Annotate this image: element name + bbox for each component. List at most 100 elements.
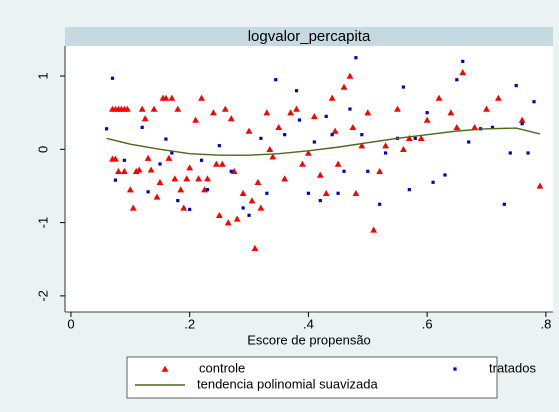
triangle-point bbox=[536, 182, 544, 189]
triangle-point bbox=[364, 109, 372, 116]
square-point bbox=[455, 78, 459, 82]
square-point bbox=[122, 158, 126, 162]
y-tick-label: -2 bbox=[35, 290, 50, 302]
square-point bbox=[490, 125, 495, 129]
triangle-point bbox=[518, 116, 526, 123]
square-point bbox=[104, 127, 109, 131]
triangle-point bbox=[251, 244, 259, 251]
triangle-point bbox=[459, 68, 467, 76]
square-point bbox=[164, 137, 168, 141]
triangle-point bbox=[135, 166, 143, 173]
triangle-point bbox=[224, 219, 232, 226]
trend-line bbox=[106, 127, 541, 156]
triangle-point bbox=[212, 160, 220, 167]
x-axis-label: Escore de propensão bbox=[247, 332, 371, 347]
triangle-point bbox=[328, 94, 336, 101]
triangle-point bbox=[275, 123, 283, 131]
triangle-point bbox=[198, 94, 205, 101]
square-point bbox=[520, 122, 524, 126]
triangle-point bbox=[177, 186, 185, 193]
triangle-point bbox=[447, 109, 455, 116]
triangle-point bbox=[221, 105, 229, 112]
legend-label: controle bbox=[199, 360, 245, 375]
square-point bbox=[431, 180, 435, 184]
triangle-point bbox=[123, 105, 131, 112]
square-point bbox=[158, 162, 162, 166]
triangle-point bbox=[423, 116, 431, 123]
triangle-point bbox=[245, 127, 253, 134]
triangle-point bbox=[156, 178, 164, 186]
triangle-point bbox=[183, 175, 191, 182]
triangle-point bbox=[453, 123, 461, 131]
square-point bbox=[217, 144, 221, 148]
square-point bbox=[274, 78, 278, 82]
x-tick-label: 0 bbox=[67, 316, 74, 331]
triangle-point bbox=[218, 160, 226, 167]
square-point bbox=[306, 191, 311, 195]
square-point bbox=[170, 151, 174, 155]
square-point bbox=[294, 89, 299, 93]
square-point bbox=[259, 136, 263, 140]
x-tick-label: .6 bbox=[422, 316, 433, 331]
triangle-point bbox=[162, 94, 170, 101]
triangle-point bbox=[195, 175, 202, 182]
square-point bbox=[199, 158, 204, 162]
square-point bbox=[532, 100, 536, 104]
legend-label: tratados bbox=[489, 360, 536, 375]
square-point bbox=[366, 169, 370, 173]
triangle-point bbox=[394, 105, 401, 112]
triangle-point bbox=[248, 197, 256, 204]
triangle-point bbox=[129, 204, 137, 211]
y-tick-label: 0 bbox=[35, 146, 50, 153]
square-point bbox=[229, 169, 233, 173]
x-tick-label: .4 bbox=[303, 316, 314, 331]
square-point bbox=[241, 206, 245, 210]
x-tick-label: .2 bbox=[184, 316, 195, 331]
triangle-point bbox=[171, 175, 179, 182]
triangle-point bbox=[112, 155, 119, 162]
triangle-point bbox=[382, 142, 389, 149]
square-point bbox=[514, 83, 518, 88]
square-point bbox=[508, 151, 512, 155]
square-point bbox=[146, 190, 150, 194]
square-point bbox=[188, 207, 192, 212]
triangle-point bbox=[186, 164, 194, 171]
triangle-point bbox=[266, 145, 274, 153]
triangle-point bbox=[417, 134, 425, 142]
triangle-point bbox=[150, 105, 158, 112]
triangle-point bbox=[254, 178, 262, 186]
square-point bbox=[401, 85, 405, 89]
square-point bbox=[330, 133, 334, 137]
title-band bbox=[65, 27, 553, 46]
square-point bbox=[318, 199, 322, 203]
plot-area bbox=[65, 46, 553, 312]
triangle-point bbox=[435, 94, 443, 101]
triangle-point bbox=[352, 189, 360, 197]
square-point bbox=[176, 199, 180, 203]
triangle-point bbox=[334, 160, 342, 167]
triangle-point bbox=[316, 171, 324, 178]
triangle-point bbox=[144, 154, 152, 161]
triangle-point bbox=[370, 226, 378, 233]
triangle-point bbox=[233, 215, 241, 222]
triangle-point bbox=[281, 175, 289, 182]
triangle-point bbox=[138, 105, 146, 112]
square-point bbox=[283, 133, 287, 137]
triangle-point bbox=[227, 115, 235, 122]
square-point bbox=[205, 188, 210, 192]
triangle-point bbox=[168, 94, 176, 101]
square-point bbox=[467, 140, 471, 144]
legend-marker bbox=[453, 367, 457, 371]
square-point bbox=[336, 191, 340, 195]
chart-title: logvalor_percapita bbox=[248, 28, 371, 45]
triangle-point bbox=[358, 142, 366, 149]
triangle-point bbox=[215, 211, 223, 218]
square-point bbox=[378, 202, 382, 206]
legend-marker bbox=[161, 365, 169, 372]
triangle-point bbox=[471, 123, 479, 131]
triangle-point bbox=[399, 145, 407, 153]
square-point bbox=[425, 111, 429, 115]
triangle-point bbox=[346, 72, 354, 79]
legend-box bbox=[126, 356, 498, 399]
triangle-point bbox=[120, 167, 128, 175]
